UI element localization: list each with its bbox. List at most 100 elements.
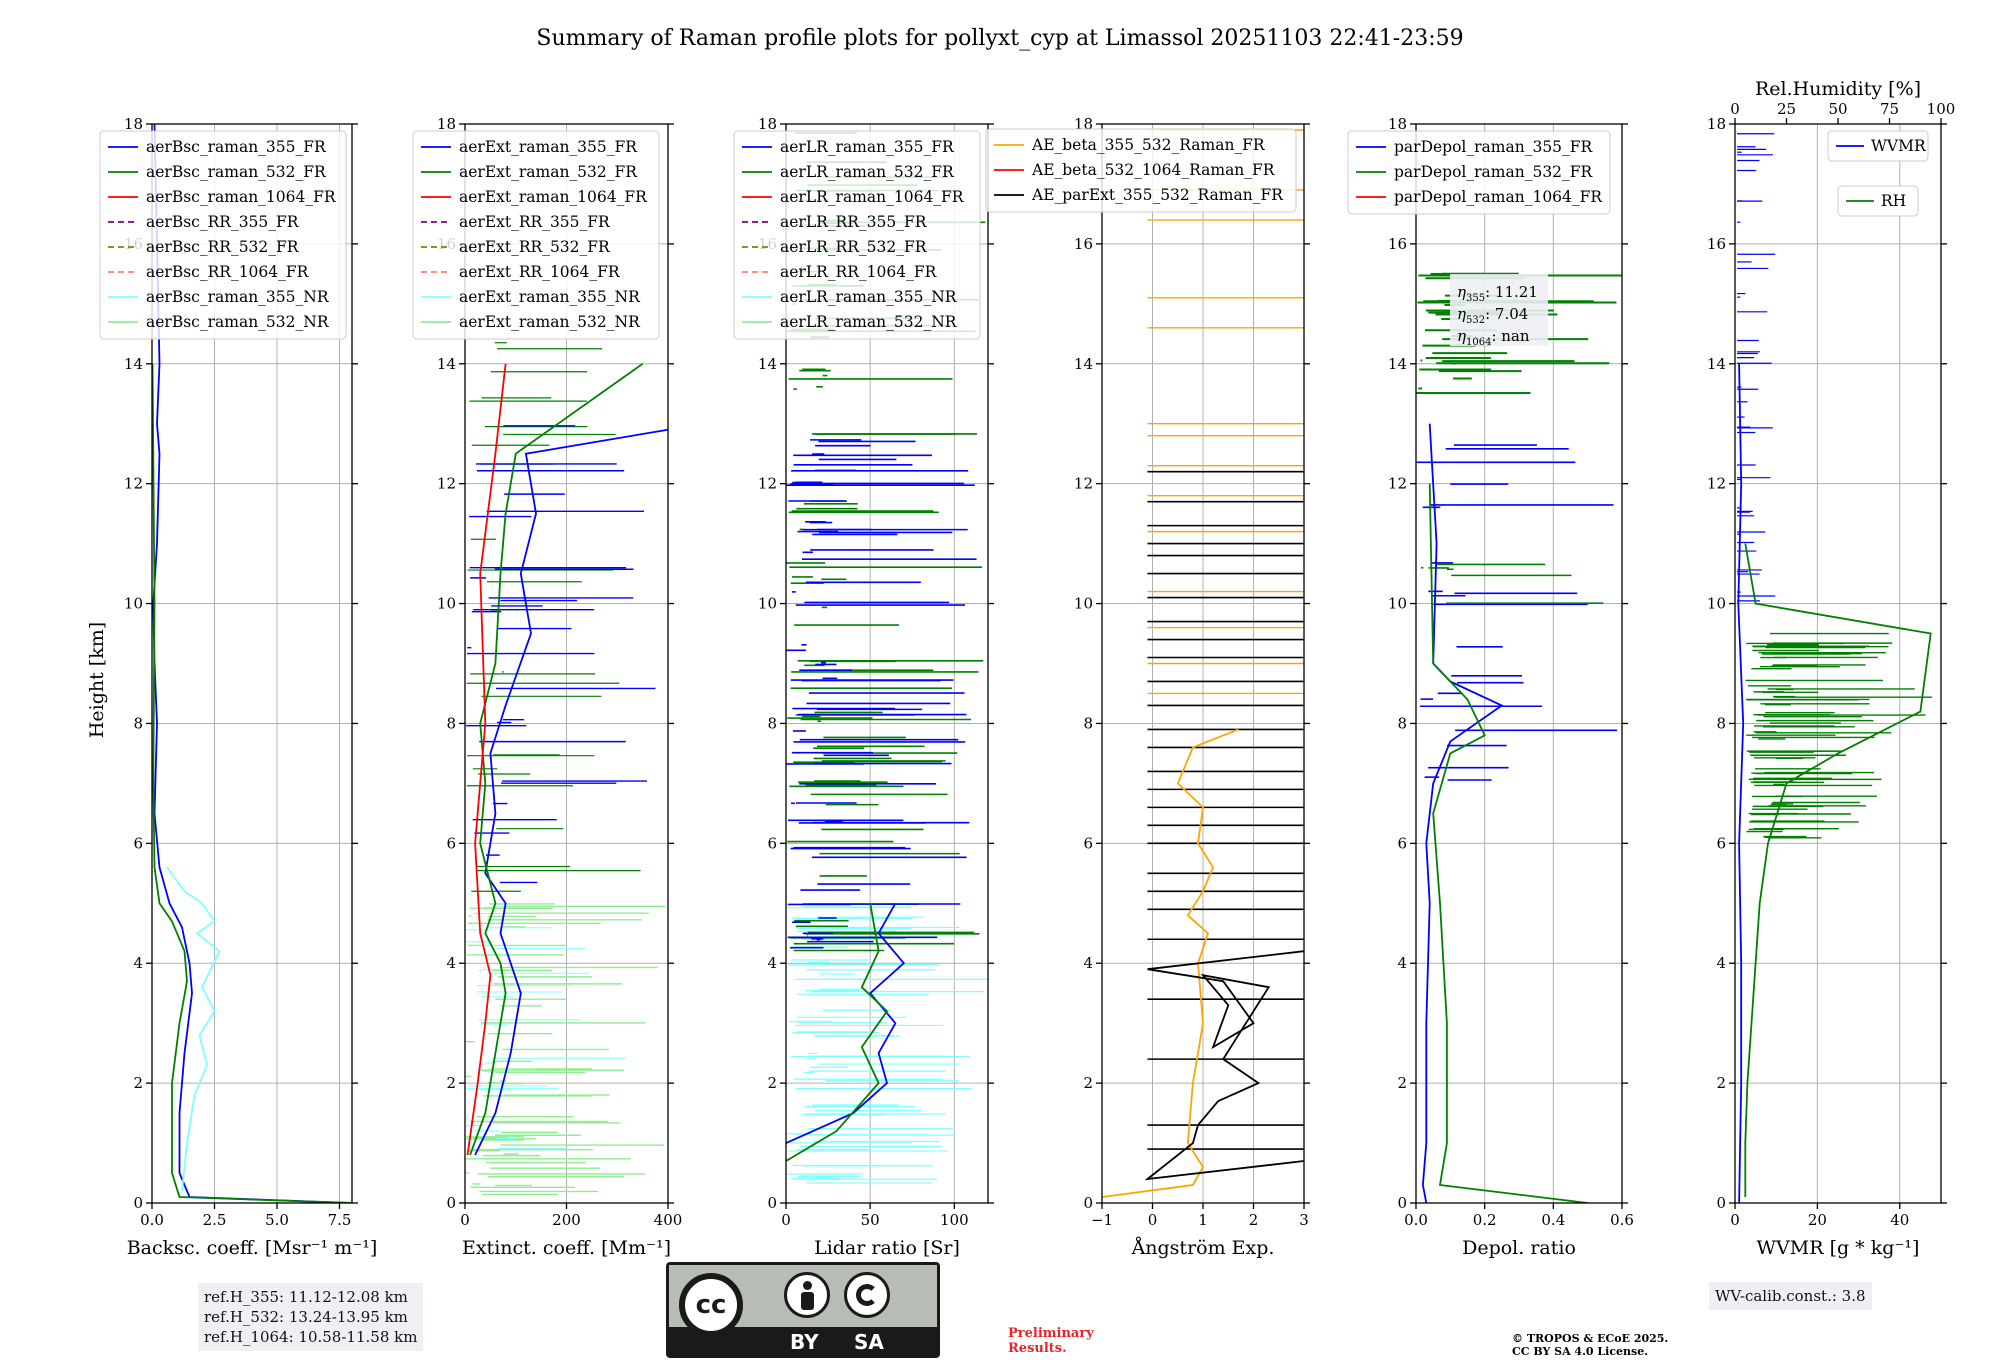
preliminary-line-2: Results. — [1008, 1341, 1067, 1356]
top-tick-label: 50 — [1828, 100, 1847, 118]
cc-logo-icon: cc — [679, 1273, 743, 1337]
legend-label: aerExt_RR_355_FR — [459, 213, 611, 231]
top-axis-label: Rel.Humidity [%] — [1755, 78, 1921, 100]
legend-label: aerBsc_RR_355_FR — [146, 213, 300, 231]
series-AE_beta_355_532_Raman_FR — [1102, 728, 1239, 1198]
y-tick-label: 0 — [133, 1194, 143, 1212]
eta-532: η532: 7.04 — [1457, 305, 1528, 326]
series-AE_parExt_355_532_Raman_FR — [1144, 950, 1304, 1181]
y-tick-label: 6 — [446, 834, 456, 852]
y-tick-label: 8 — [1716, 714, 1726, 732]
x-tick-label: 0.0 — [140, 1211, 164, 1229]
legend-label: aerLR_raman_532_FR — [780, 163, 955, 181]
y-tick-label: 6 — [1397, 834, 1407, 852]
legend-label: AE_beta_532_1064_Raman_FR — [1031, 161, 1276, 179]
y-tick-label: 4 — [767, 954, 777, 972]
legend-label: aerLR_RR_532_FR — [780, 238, 928, 256]
eta-box-bg — [1450, 274, 1548, 346]
x-axis-label: Extinct. coeff. [Mm⁻¹] — [462, 1237, 671, 1259]
legend-frame — [412, 130, 660, 340]
x-tick-label: 0 — [460, 1211, 470, 1229]
series-aerBsc_raman_355_NR — [166, 866, 221, 1192]
y-tick-label: 10 — [758, 595, 777, 613]
legend-label: aerBsc_raman_355_FR — [146, 138, 327, 156]
legend-label: parDepol_raman_355_FR — [1394, 138, 1594, 156]
panel-lr: 024681012141618050100Lidar ratio [Sr]aer… — [733, 115, 994, 1259]
series-aerExt_raman_355_FR — [474, 428, 668, 1156]
ref-height-532: ref.H_532: 13.24-13.95 km — [204, 1308, 408, 1326]
y-tick-label: 0 — [1083, 1194, 1093, 1212]
x-tick-label: −1 — [1091, 1211, 1113, 1229]
plot-area-dep — [1416, 272, 1622, 1203]
legend-frame — [1347, 130, 1611, 215]
series-aerLR_raman_532_FR — [786, 903, 889, 1162]
legend-label: parDepol_raman_532_FR — [1394, 163, 1594, 181]
y-tick-label: 18 — [437, 115, 456, 133]
legend-frame — [985, 128, 1297, 213]
legend-dep: parDepol_raman_355_FR parDepol_raman_532_… — [1347, 130, 1611, 215]
ref-height-1064: ref.H_1064: 10.58-11.58 km — [204, 1328, 418, 1346]
legend-label: aerBsc_raman_355_NR — [146, 288, 330, 306]
legend-label: aerBsc_raman_1064_FR — [146, 188, 337, 206]
series-aerExt_raman_532_FR — [469, 363, 644, 1156]
y-tick-label: 8 — [446, 714, 456, 732]
x-tick-label: 2.5 — [203, 1211, 227, 1229]
series-aerBsc_raman_532_FR — [152, 363, 352, 1203]
share-alike-icon — [844, 1272, 890, 1318]
y-tick-label: 2 — [1397, 1074, 1407, 1092]
y-tick-label: 14 — [124, 355, 143, 373]
legend-label: aerExt_raman_532_NR — [459, 313, 641, 331]
y-tick-label: 12 — [1707, 475, 1726, 493]
y-tick-label: 10 — [1388, 595, 1407, 613]
y-tick-label: 2 — [446, 1074, 456, 1092]
panel-ext: 0246810121416180200400Extinct. coeff. [M… — [412, 115, 682, 1259]
y-tick-label: 0 — [1716, 1194, 1726, 1212]
series-aerLR_raman_355_FR — [786, 902, 906, 1144]
y-tick-label: 0 — [767, 1194, 777, 1212]
series-RH — [1744, 543, 1932, 1197]
legend-ae: AE_beta_355_532_Raman_FR AE_beta_532_1064… — [985, 128, 1297, 213]
top-tick-label: 100 — [1927, 100, 1956, 118]
x-axis-label: Backsc. coeff. [Msr⁻¹ m⁻¹] — [127, 1237, 378, 1259]
series-parDepol_raman_532_FR — [1428, 483, 1588, 1203]
y-tick-label: 18 — [124, 115, 143, 133]
y-tick-label: 2 — [133, 1074, 143, 1092]
legend-label: AE_parExt_355_532_Raman_FR — [1031, 186, 1284, 204]
legend-label: aerExt_RR_532_FR — [459, 238, 611, 256]
top-tick-label: 75 — [1880, 100, 1899, 118]
series-parDepol_raman_355_FR — [1421, 423, 1504, 1203]
license-sa-label: SA — [854, 1330, 884, 1354]
y-tick-label: 12 — [437, 475, 456, 493]
legend-rh: RH — [1837, 185, 1919, 217]
y-tick-label: 2 — [1716, 1074, 1726, 1092]
y-tick-label: 14 — [1074, 355, 1093, 373]
legend-label: aerExt_raman_1064_FR — [459, 188, 648, 206]
y-tick-label: 8 — [133, 714, 143, 732]
legend-label: aerLR_RR_355_FR — [780, 213, 928, 231]
y-tick-label: 18 — [1707, 115, 1726, 133]
legend-label: aerBsc_RR_532_FR — [146, 238, 300, 256]
x-tick-label: 0 — [1730, 1211, 1740, 1229]
y-tick-label: 16 — [1388, 235, 1407, 253]
legend-bsc: aerBsc_raman_355_FR aerBsc_raman_532_FRae… — [99, 130, 347, 340]
legend-label: aerExt_raman_355_NR — [459, 288, 641, 306]
legend-label: AE_beta_355_532_Raman_FR — [1031, 136, 1266, 154]
x-tick-label: 7.5 — [328, 1211, 352, 1229]
top-tick-label: 0 — [1730, 100, 1740, 118]
y-tick-label: 12 — [124, 475, 143, 493]
y-tick-label: 4 — [446, 954, 456, 972]
y-tick-label: 18 — [758, 115, 777, 133]
y-tick-label: 4 — [1716, 954, 1726, 972]
x-tick-label: 2 — [1249, 1211, 1259, 1229]
y-tick-label: 4 — [1083, 954, 1093, 972]
copyright-line-1: © TROPOS & ECoE 2025. — [1512, 1332, 1669, 1345]
x-tick-label: 3 — [1299, 1211, 1309, 1229]
y-tick-label: 8 — [1083, 714, 1093, 732]
axes-frame — [1415, 123, 1623, 1204]
x-tick-label: 0.0 — [1404, 1211, 1428, 1229]
cc-by-sa-badge: cc BY SA — [666, 1262, 940, 1358]
axes-frame — [785, 123, 989, 1204]
